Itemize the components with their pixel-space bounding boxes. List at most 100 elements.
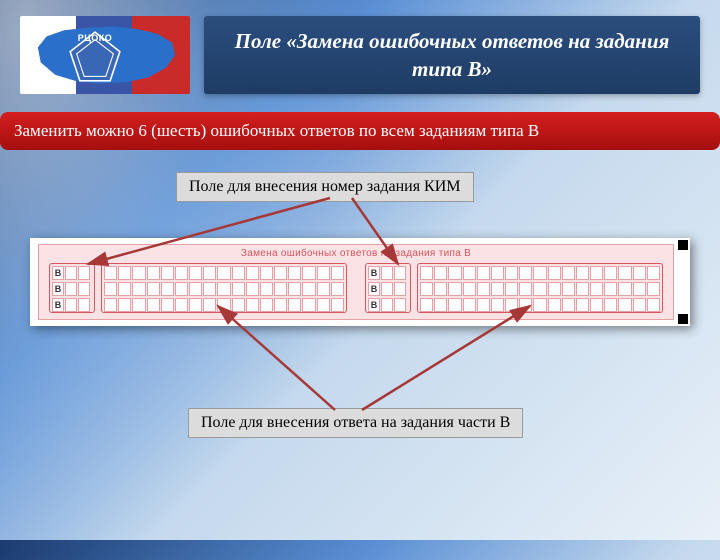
answer-cell — [448, 298, 461, 312]
number-cell — [381, 298, 393, 312]
answer-cell — [576, 298, 589, 312]
answer-cell — [647, 266, 660, 280]
answer-cell — [477, 298, 490, 312]
number-cell — [381, 266, 393, 280]
logo-badge: РЦОКО — [20, 16, 190, 94]
answer-cell — [189, 266, 202, 280]
answer-cell — [420, 282, 433, 296]
answer-cell — [562, 266, 575, 280]
answer-cell — [217, 298, 230, 312]
answer-cell — [331, 298, 344, 312]
answer-cell — [618, 298, 631, 312]
answer-cell — [434, 266, 447, 280]
answer-cell — [260, 282, 273, 296]
number-cell — [65, 266, 77, 280]
answer-cell — [104, 298, 117, 312]
answer-cell — [274, 298, 287, 312]
row-label-cell: В — [368, 298, 380, 312]
answer-cell — [533, 266, 546, 280]
answer-cell — [562, 282, 575, 296]
page-title: Поле «Замена ошибочных ответов на задани… — [204, 16, 700, 94]
answer-cell — [175, 282, 188, 296]
answer-cell — [147, 282, 160, 296]
callout-answer: Поле для внесения ответа на задания част… — [188, 408, 523, 438]
answer-cell — [491, 282, 504, 296]
number-cell — [65, 282, 77, 296]
answer-cell — [203, 282, 216, 296]
number-cell — [78, 282, 90, 296]
row-label-cell: В — [52, 298, 64, 312]
answer-cell — [203, 298, 216, 312]
answer-cell — [618, 266, 631, 280]
answer-cell — [246, 282, 259, 296]
answer-cell — [147, 298, 160, 312]
number-cell — [78, 266, 90, 280]
answer-cell — [505, 298, 518, 312]
number-cell — [394, 298, 406, 312]
answer-cell — [288, 266, 301, 280]
answer-column — [417, 263, 663, 313]
answer-cell — [647, 282, 660, 296]
answer-cell — [317, 282, 330, 296]
answer-cell — [576, 282, 589, 296]
answer-cell — [604, 282, 617, 296]
answer-cell — [217, 266, 230, 280]
answer-cell — [161, 298, 174, 312]
answer-cell — [491, 298, 504, 312]
number-cell — [65, 298, 77, 312]
registration-mark — [678, 240, 688, 250]
row-label-cell: В — [368, 266, 380, 280]
answer-cell — [590, 298, 603, 312]
answer-cell — [491, 266, 504, 280]
answer-cell — [317, 298, 330, 312]
row-label-cell: В — [52, 282, 64, 296]
answer-cell — [302, 298, 315, 312]
answer-cell — [317, 266, 330, 280]
answer-cell — [232, 266, 245, 280]
answer-cell — [448, 282, 461, 296]
number-cell — [381, 282, 393, 296]
answer-cell — [132, 298, 145, 312]
answer-cell — [189, 298, 202, 312]
task-number-column: ВВВ — [365, 263, 411, 313]
answer-cell — [604, 266, 617, 280]
answer-cell — [533, 282, 546, 296]
answer-cell — [274, 282, 287, 296]
answer-cell — [633, 282, 646, 296]
answer-cell — [217, 282, 230, 296]
answer-cell — [331, 282, 344, 296]
row-label-cell: В — [368, 282, 380, 296]
answer-cell — [420, 298, 433, 312]
answer-cell — [604, 298, 617, 312]
answer-cell — [147, 266, 160, 280]
answer-cell — [505, 266, 518, 280]
answer-cell — [302, 266, 315, 280]
answer-cell — [118, 266, 131, 280]
number-cell — [394, 266, 406, 280]
answer-cell — [448, 266, 461, 280]
answer-cell — [288, 282, 301, 296]
answer-cell — [232, 282, 245, 296]
answer-cell — [618, 282, 631, 296]
answer-cell — [189, 282, 202, 296]
callout-task-number: Поле для внесения номер задания КИМ — [176, 172, 474, 202]
task-number-column: ВВВ — [49, 263, 95, 313]
answer-cell — [246, 266, 259, 280]
answer-cell — [533, 298, 546, 312]
answer-cell — [434, 298, 447, 312]
row-label-cell: В — [52, 266, 64, 280]
answer-cell — [519, 266, 532, 280]
form-group: ВВВ — [49, 263, 347, 313]
answer-cell — [331, 266, 344, 280]
answer-cell — [260, 298, 273, 312]
answer-form: Замена ошибочных ответов на задания типа… — [30, 238, 690, 326]
form-header: Замена ошибочных ответов на задания типа… — [39, 248, 673, 259]
answer-cell — [175, 266, 188, 280]
answer-cell — [463, 266, 476, 280]
answer-cell — [519, 282, 532, 296]
number-cell — [394, 282, 406, 296]
answer-cell — [132, 282, 145, 296]
answer-column — [101, 263, 347, 313]
answer-cell — [434, 282, 447, 296]
answer-cell — [590, 282, 603, 296]
